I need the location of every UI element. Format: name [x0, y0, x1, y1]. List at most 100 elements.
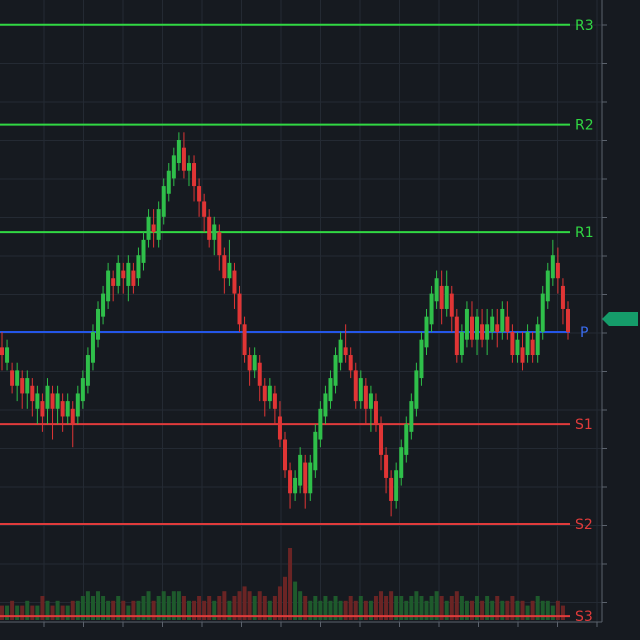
candle-body: [10, 370, 15, 386]
candle: [222, 247, 227, 294]
volume-bar: [136, 600, 141, 620]
volume-bar: [353, 600, 358, 620]
candle-body: [131, 270, 136, 286]
candle-body: [333, 355, 338, 386]
candle: [227, 239, 232, 286]
candle: [80, 370, 85, 409]
candle: [232, 262, 237, 309]
candle: [495, 308, 500, 348]
candle-body: [0, 347, 4, 356]
candle: [106, 262, 111, 309]
candle: [126, 255, 131, 302]
candle-body: [176, 140, 181, 164]
volume-bar: [181, 596, 186, 620]
pivot-levels: R3 R2 R1 P S1 S2 S3: [0, 18, 594, 625]
volume-bar: [490, 600, 495, 620]
candle: [212, 216, 217, 256]
candle-body: [434, 278, 439, 302]
volume-bar: [469, 600, 474, 620]
volume-bar: [288, 548, 293, 620]
volume-bar: [535, 596, 540, 620]
volume-bar: [192, 600, 197, 620]
volume-bar: [25, 600, 30, 620]
candle-body: [475, 316, 480, 340]
candle: [358, 370, 363, 409]
current-price-marker-shape[interactable]: [602, 312, 638, 326]
candle-body: [555, 262, 560, 279]
volume-bar: [30, 605, 35, 620]
candle: [186, 155, 191, 187]
candle-body: [90, 332, 95, 363]
candle: [333, 347, 338, 394]
volume-bar: [70, 600, 75, 620]
candle-body: [303, 462, 308, 494]
candle-body: [121, 270, 126, 279]
candle: [363, 378, 368, 425]
candle-body: [96, 308, 101, 340]
candle: [480, 308, 485, 348]
candle: [75, 385, 80, 425]
candle: [202, 193, 207, 233]
candle-body: [257, 362, 262, 386]
candle: [141, 232, 146, 271]
candle-body: [227, 262, 232, 279]
level-label-r2: R2: [575, 118, 594, 134]
candle: [540, 285, 545, 340]
candle-body: [313, 431, 318, 471]
volume-bar: [379, 591, 384, 620]
candle-body: [50, 393, 55, 409]
level-label-s1: S1: [575, 417, 593, 433]
candle: [45, 378, 50, 425]
volume-bar: [242, 586, 247, 620]
candle-body: [288, 470, 293, 494]
volume-bar: [495, 596, 500, 620]
volume-bar: [550, 605, 555, 620]
candle: [368, 385, 373, 432]
candle: [298, 447, 303, 494]
candle-body: [181, 147, 186, 171]
candle: [429, 285, 434, 332]
volume-bar: [40, 596, 45, 620]
candle: [560, 278, 565, 325]
candle: [500, 301, 505, 340]
candle-body: [379, 424, 384, 455]
volume-bar: [176, 591, 181, 620]
candle-body: [419, 339, 424, 379]
volume-bar: [50, 605, 55, 620]
volume-bar: [267, 600, 272, 620]
candle-body: [126, 262, 131, 286]
volume-bar: [161, 591, 166, 620]
candle: [449, 285, 454, 332]
candle-body: [25, 378, 30, 394]
current-price-marker[interactable]: [602, 312, 638, 326]
candle: [111, 270, 116, 302]
candle-body: [55, 393, 60, 409]
candle: [247, 347, 252, 386]
candle-body: [384, 454, 389, 478]
candle-body: [424, 316, 429, 348]
candle: [490, 308, 495, 340]
candle-body: [111, 278, 116, 286]
candle: [116, 255, 121, 294]
volume-bar: [60, 605, 65, 620]
candle-body: [35, 393, 40, 409]
volume-bar: [328, 600, 333, 620]
volume-bars: [0, 548, 565, 620]
volume-bar: [222, 591, 227, 620]
candle-body: [283, 439, 287, 471]
volume-bar: [10, 600, 15, 620]
candle: [338, 332, 343, 371]
volume-bar: [197, 596, 202, 620]
volume-bar: [5, 605, 10, 620]
candle-body: [146, 216, 151, 240]
candle-body: [550, 255, 555, 279]
candle: [207, 209, 212, 248]
volume-bar: [429, 596, 434, 620]
candle: [166, 163, 171, 202]
candle-body: [252, 355, 257, 371]
candlesticks: [0, 132, 570, 517]
candle: [464, 301, 469, 348]
candle: [525, 324, 530, 363]
volume-bar: [90, 596, 95, 620]
volume-bar: [459, 596, 464, 620]
